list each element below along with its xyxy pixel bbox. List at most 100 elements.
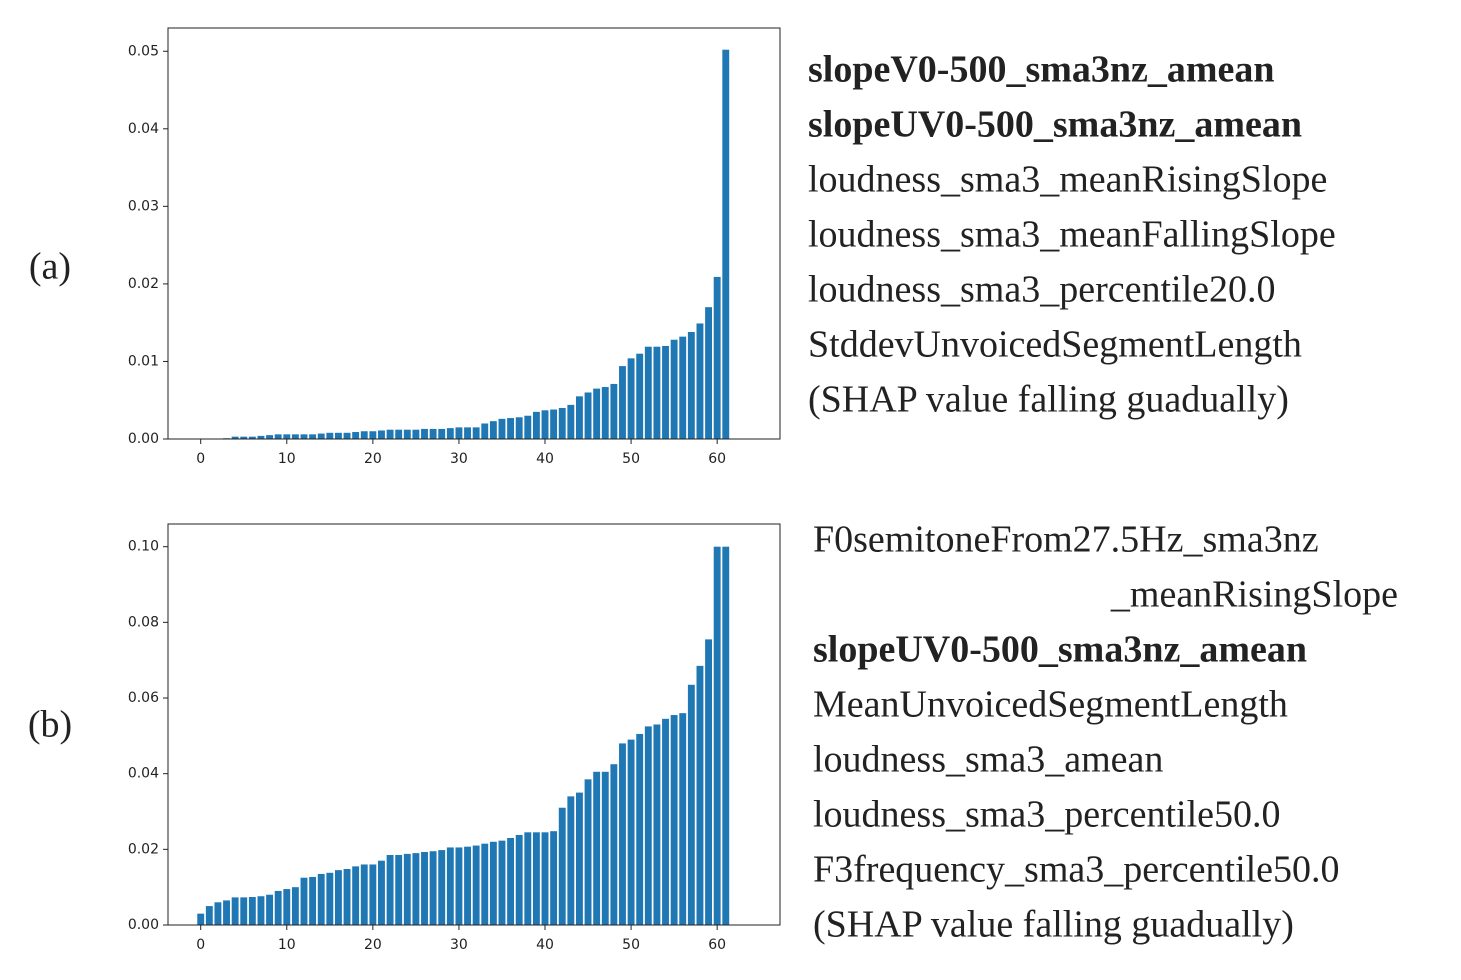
bar <box>550 409 558 439</box>
bar <box>403 853 411 925</box>
bar <box>498 840 506 925</box>
bar <box>334 432 342 439</box>
bar <box>360 864 368 925</box>
feature-name: F3frequency_sma3_percentile50.0 <box>813 849 1340 891</box>
bar <box>223 900 230 925</box>
bar <box>309 434 317 439</box>
bar <box>352 866 360 925</box>
bar <box>197 913 205 925</box>
bar <box>214 902 222 925</box>
bar <box>231 897 239 925</box>
bar <box>343 432 351 439</box>
x-tick-label: 10 <box>278 937 296 953</box>
bar <box>601 771 609 925</box>
y-tick-label: 0.02 <box>128 841 159 857</box>
x-tick-label: 40 <box>536 451 554 467</box>
bar <box>481 843 489 925</box>
bar <box>266 435 274 439</box>
y-tick-label: 0.03 <box>128 198 159 214</box>
bar <box>248 436 256 439</box>
bar <box>421 851 428 925</box>
feature-name: StddevUnvoicedSegmentLength <box>808 324 1302 366</box>
bar <box>429 851 437 925</box>
bar <box>515 834 523 925</box>
bar <box>636 353 644 439</box>
bar <box>464 846 471 925</box>
y-tick-label: 0.01 <box>128 353 159 369</box>
bar <box>662 718 669 925</box>
x-tick-label: 30 <box>450 451 468 467</box>
bar <box>291 887 299 925</box>
y-tick-label: 0.04 <box>128 121 159 137</box>
bar <box>567 404 575 439</box>
bar <box>291 434 299 439</box>
bar <box>670 339 678 439</box>
bar <box>472 845 480 925</box>
bar <box>541 832 549 925</box>
bar <box>713 276 721 439</box>
x-tick-label: 30 <box>450 937 468 953</box>
bar <box>231 436 239 439</box>
x-tick-label: 20 <box>364 451 382 467</box>
bar <box>300 434 308 439</box>
bar <box>498 418 506 439</box>
y-tick-label: 0.00 <box>128 431 159 447</box>
y-tick-label: 0.04 <box>128 766 159 782</box>
bar <box>334 870 342 925</box>
bar <box>558 807 566 925</box>
bar <box>257 896 265 925</box>
bar <box>576 396 583 439</box>
bar <box>309 876 317 925</box>
bar <box>705 639 712 925</box>
bar <box>326 432 334 439</box>
feature-name: _meanRisingSlope <box>1110 574 1398 616</box>
bar <box>257 435 265 439</box>
bar <box>705 307 712 439</box>
bar <box>550 831 558 925</box>
bar <box>567 796 575 925</box>
x-tick-label: 50 <box>622 937 640 953</box>
bar <box>300 877 308 925</box>
bar <box>722 546 730 925</box>
bar <box>619 366 626 439</box>
bar <box>524 415 532 439</box>
bar <box>464 427 471 439</box>
bar <box>679 713 687 925</box>
bar <box>274 434 282 439</box>
bar <box>455 427 463 439</box>
feature-name: loudness_sma3_meanFallingSlope <box>808 214 1336 256</box>
bar <box>576 792 583 925</box>
bar <box>636 733 644 925</box>
bar <box>679 336 687 439</box>
bar <box>662 345 669 439</box>
plot-frame <box>167 523 781 926</box>
x-tick-label: 60 <box>708 937 726 953</box>
plot-frame <box>167 27 781 440</box>
x-tick-label: 10 <box>278 451 296 467</box>
bar <box>687 684 695 925</box>
bar <box>653 346 661 439</box>
y-tick-label: 0.10 <box>128 539 159 555</box>
bar <box>317 873 325 925</box>
bar <box>326 872 334 925</box>
feature-name: (SHAP value falling guadually) <box>808 379 1289 421</box>
bar <box>360 431 368 439</box>
bar <box>627 358 635 439</box>
bar <box>317 433 325 439</box>
bar <box>412 853 420 925</box>
bar <box>515 417 523 439</box>
bar <box>472 427 480 439</box>
bar <box>489 841 497 925</box>
bar <box>429 428 437 439</box>
bar <box>584 779 592 925</box>
feature-name: loudness_sma3_meanRisingSlope <box>808 159 1327 201</box>
bar <box>248 897 256 925</box>
bar <box>644 346 652 439</box>
bar <box>446 428 454 439</box>
bar <box>610 764 618 925</box>
bar <box>489 421 497 439</box>
y-tick-label: 0.05 <box>128 43 159 59</box>
bar <box>240 897 248 925</box>
feature-name: loudness_sma3_percentile20.0 <box>808 269 1276 311</box>
feature-name: F0semitoneFrom27.5Hz_sma3nz <box>813 519 1319 561</box>
